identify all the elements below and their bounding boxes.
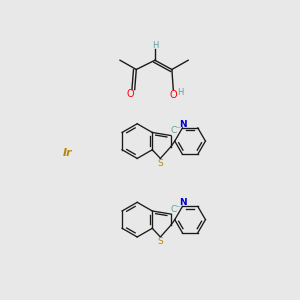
- Text: S: S: [158, 237, 163, 246]
- Text: S: S: [158, 159, 163, 168]
- Text: ⁻: ⁻: [176, 126, 181, 136]
- Text: C: C: [171, 126, 177, 135]
- Text: N: N: [179, 120, 187, 129]
- Text: H: H: [152, 41, 158, 50]
- Text: Ir: Ir: [63, 148, 73, 158]
- Text: C: C: [171, 205, 177, 214]
- Text: N: N: [179, 198, 187, 207]
- Text: O: O: [170, 90, 178, 100]
- Text: ⁻: ⁻: [176, 204, 181, 214]
- Text: O: O: [127, 89, 134, 99]
- Text: H: H: [177, 88, 183, 97]
